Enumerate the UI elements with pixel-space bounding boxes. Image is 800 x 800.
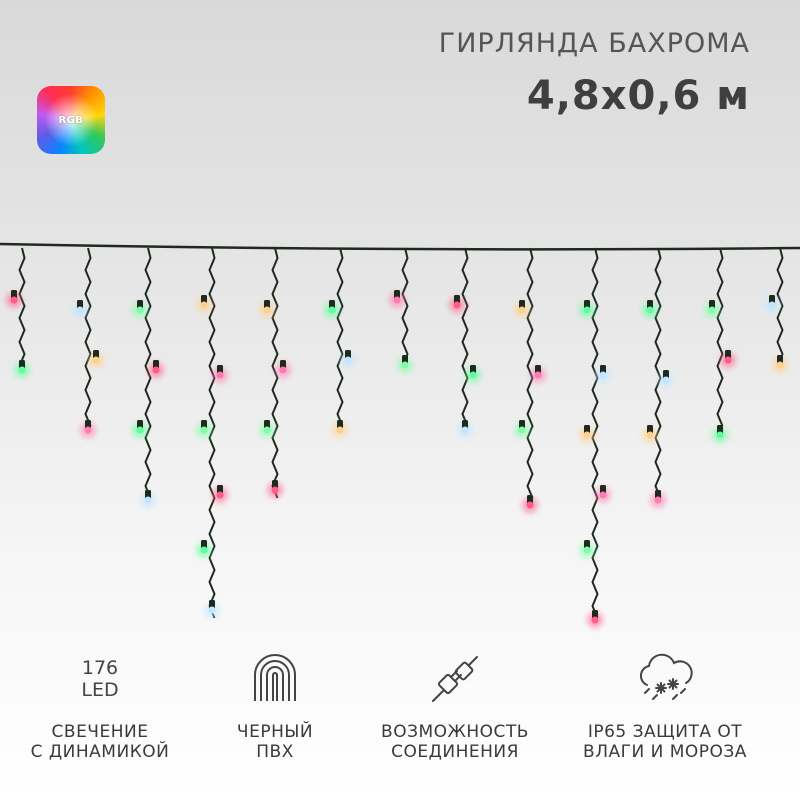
led-bulb xyxy=(196,420,212,438)
feature-cable-line1: ЧЕРНЫЙ xyxy=(236,722,314,742)
led-bulb xyxy=(579,540,595,558)
led-bulb xyxy=(80,420,96,438)
led-bulb xyxy=(324,300,340,318)
led-bulb xyxy=(6,290,22,308)
led-count-unit: LED xyxy=(81,679,119,701)
strand-wire xyxy=(716,247,724,427)
feature-led: 176 LED СВЕЧЕНИЕ С ДИНАМИКОЙ xyxy=(10,650,190,762)
led-bulb xyxy=(212,365,228,383)
led-bulb xyxy=(259,420,275,438)
snow-cloud-icon xyxy=(575,650,755,708)
led-bulb xyxy=(332,420,348,438)
strand-wire xyxy=(336,247,344,427)
strand-wire xyxy=(461,247,469,427)
led-bulb xyxy=(196,540,212,558)
strand-wire xyxy=(654,247,662,499)
led-bulb xyxy=(72,300,88,318)
led-bulb xyxy=(132,420,148,438)
led-bulb xyxy=(595,485,611,503)
feature-connection-line2: СОЕДИНЕНИЯ xyxy=(391,742,519,762)
led-bulb xyxy=(595,365,611,383)
feature-ip65-line2: ВЛАГИ И МОРОЗА xyxy=(583,742,747,762)
strand-wire xyxy=(776,247,784,367)
strand-wire xyxy=(208,247,216,619)
product-size: 4,8x0,6 м xyxy=(526,73,750,119)
page-title: ГИРЛЯНДА БАХРОМА 4,8x0,6 м xyxy=(439,28,750,119)
led-bulb xyxy=(14,360,30,378)
garland-illustration xyxy=(0,242,800,628)
product-name: ГИРЛЯНДА БАХРОМА xyxy=(438,28,750,59)
led-bulb xyxy=(397,355,413,373)
feature-ip65-line1: IP65 ЗАЩИТА ОТ xyxy=(587,722,743,742)
feature-led-line2: С ДИНАМИКОЙ xyxy=(30,742,170,762)
strand-wire xyxy=(526,247,534,499)
led-bulb xyxy=(132,300,148,318)
feature-connection-line1: ВОЗМОЖНОСТЬ xyxy=(381,722,529,742)
led-bulb xyxy=(267,480,283,498)
led-bulb xyxy=(88,350,104,368)
led-bulb xyxy=(259,300,275,318)
feature-cable-line2: ПВХ xyxy=(256,742,294,762)
rgb-icon: RGB xyxy=(37,86,105,154)
led-bulb xyxy=(212,485,228,503)
led-bulb xyxy=(658,370,674,388)
led-bulb xyxy=(275,360,291,378)
feature-ip65: IP65 ЗАЩИТА ОТ ВЛАГИ И МОРОЗА xyxy=(575,650,755,762)
led-bulb xyxy=(530,365,546,383)
led-bulb xyxy=(148,360,164,378)
led-bulb xyxy=(720,350,736,368)
led-bulb xyxy=(650,490,666,508)
led-bulb xyxy=(587,610,603,628)
led-bulb xyxy=(514,300,530,318)
led-bulb xyxy=(772,355,788,373)
led-bulb xyxy=(642,300,658,318)
led-bulb xyxy=(457,420,473,438)
led-bulb xyxy=(642,425,658,443)
led-bulb xyxy=(449,295,465,313)
cable-icon xyxy=(185,650,365,708)
rgb-label: RGB xyxy=(58,114,84,126)
strand-wire xyxy=(144,247,152,499)
led-count-icon: 176 LED xyxy=(10,650,190,708)
led-bulb xyxy=(204,600,220,618)
led-bulb xyxy=(465,365,481,383)
led-bulb xyxy=(704,300,720,318)
strand-wire xyxy=(84,247,92,427)
led-bulb xyxy=(389,290,405,308)
main-wire xyxy=(0,242,800,251)
plug-connection-icon xyxy=(365,650,545,708)
led-bulb xyxy=(712,425,728,443)
strand-wire xyxy=(18,247,26,367)
led-bulb xyxy=(514,420,530,438)
feature-led-line1: СВЕЧЕНИЕ xyxy=(51,722,149,742)
feature-connection: ВОЗМОЖНОСТЬ СОЕДИНЕНИЯ xyxy=(365,650,545,762)
led-bulb xyxy=(340,350,356,368)
led-bulb xyxy=(764,295,780,313)
led-bulb xyxy=(579,425,595,443)
strand-wire xyxy=(401,247,409,367)
strand-wire xyxy=(271,247,279,499)
led-count-value: 176 xyxy=(81,657,119,679)
led-bulb xyxy=(522,495,538,513)
strand-wire xyxy=(591,247,599,619)
feature-cable: ЧЕРНЫЙ ПВХ xyxy=(185,650,365,762)
led-bulb xyxy=(579,300,595,318)
led-bulb xyxy=(140,490,156,508)
led-bulb xyxy=(196,295,212,313)
